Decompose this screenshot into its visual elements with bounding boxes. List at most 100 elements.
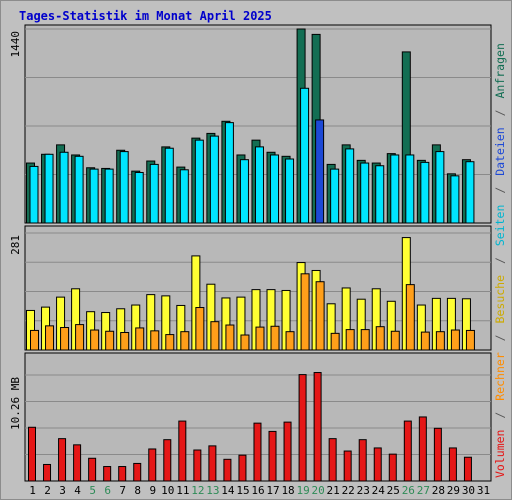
bar-dateien xyxy=(29,165,39,224)
bar-dateien xyxy=(164,147,174,224)
bar-volumen xyxy=(388,453,397,482)
bar-dateien xyxy=(345,148,355,224)
bar-volumen xyxy=(238,454,247,482)
x-tick-label: 24 xyxy=(372,484,386,497)
legend-anfragen: Anfragen xyxy=(493,43,507,98)
bar-rechner xyxy=(285,331,295,351)
bar-dateien xyxy=(239,159,249,224)
bar-volumen xyxy=(448,447,457,482)
x-tick-label: 4 xyxy=(74,484,81,497)
x-tick-label: 6 xyxy=(104,484,111,497)
bar-dateien xyxy=(119,151,129,224)
bar-rechner xyxy=(390,330,400,351)
bar-rechner xyxy=(150,330,160,351)
bar-dateien xyxy=(285,158,295,224)
x-tick-label: 31 xyxy=(477,484,490,497)
bar-volumen xyxy=(163,439,172,482)
bar-rechner xyxy=(165,334,175,351)
bar-volumen xyxy=(298,374,307,482)
x-tick-label: 19 xyxy=(296,484,309,497)
bar-rechner xyxy=(435,331,445,351)
x-tick-label: 2 xyxy=(44,484,51,497)
bar-dateien xyxy=(224,122,234,224)
bar-volumen xyxy=(58,438,67,482)
bar-volumen xyxy=(373,447,382,482)
bar-rechner xyxy=(90,329,100,351)
x-tick-label: 28 xyxy=(432,484,445,497)
x-tick-label: 1 xyxy=(29,484,36,497)
bar-volumen xyxy=(463,456,472,482)
bar-volumen xyxy=(73,444,82,482)
bar-volumen xyxy=(88,457,97,482)
bar-rechner xyxy=(60,327,70,351)
bar-rechner xyxy=(375,326,385,351)
x-tick-label: 20 xyxy=(312,484,325,497)
legend-seiten: Seiten xyxy=(493,205,507,247)
bar-dateien xyxy=(450,175,460,224)
bar-volumen xyxy=(223,458,232,482)
bar-dateien xyxy=(194,139,204,224)
bar-dateien xyxy=(435,151,445,224)
legend-sep-2: / xyxy=(493,334,507,341)
bar-dateien xyxy=(74,155,84,224)
bar-dateien xyxy=(420,161,430,224)
bar-volumen xyxy=(43,463,52,482)
bar-rechner xyxy=(225,324,235,351)
bar-dateien xyxy=(149,163,159,224)
y-max-label: 281 xyxy=(9,235,22,255)
x-axis-labels: 1 2 3 4 5 6 7 8 9 10 11 12 13 14 15 16 17 18 19 20 21 22 23 24 2… xyxy=(29,484,490,497)
legend-rechner: Rechner xyxy=(493,352,507,401)
bar-rechner xyxy=(120,332,130,351)
bar-rechner xyxy=(30,329,39,351)
bar-dateien xyxy=(375,165,385,224)
x-tick-label: 27 xyxy=(417,484,430,497)
y-max-label: 1440 xyxy=(9,31,22,58)
bar-dateien xyxy=(315,119,325,224)
x-tick-label: 9 xyxy=(149,484,156,497)
bar-dateien xyxy=(89,168,99,224)
bar-dateien xyxy=(330,168,340,224)
bar-volumen xyxy=(193,449,202,482)
bar-dateien xyxy=(254,146,264,224)
bar-rechner xyxy=(450,329,460,351)
x-tick-label: 16 xyxy=(251,484,264,497)
bar-rechner xyxy=(255,326,265,351)
bar-dateien xyxy=(179,169,189,224)
x-tick-label: 17 xyxy=(266,484,279,497)
legend: Volumen / Rechner / Besuche / Seiten / D… xyxy=(493,43,507,478)
x-tick-label: 25 xyxy=(387,484,400,497)
bar-volumen xyxy=(253,422,262,482)
bar-volumen xyxy=(133,462,142,482)
bar-dateien xyxy=(44,153,54,224)
legend-besuche: Besuche xyxy=(493,275,507,324)
bar-rechner xyxy=(405,284,415,351)
bar-rechner xyxy=(420,331,430,351)
bar-rechner xyxy=(345,329,355,351)
bar-rechner xyxy=(360,329,370,351)
x-tick-label: 22 xyxy=(342,484,355,497)
bar-volumen xyxy=(343,450,352,482)
bar-dateien xyxy=(209,135,219,224)
x-tick-label: 3 xyxy=(59,484,66,497)
bar-volumen xyxy=(403,420,412,482)
plot-panel xyxy=(24,352,492,482)
x-tick-label: 30 xyxy=(462,484,475,497)
chart-title: Tages-Statistik im Monat April 2025 xyxy=(19,9,272,23)
x-tick-label: 13 xyxy=(206,484,219,497)
bar-dateien xyxy=(134,171,144,224)
bar-volumen xyxy=(208,445,217,482)
x-tick-label: 23 xyxy=(357,484,370,497)
x-tick-label: 12 xyxy=(191,484,204,497)
bar-rechner xyxy=(300,273,310,351)
bar-volumen xyxy=(313,372,322,482)
legend-sep-5: / xyxy=(493,109,507,116)
bar-rechner xyxy=(45,325,55,351)
bar-dateien xyxy=(360,162,370,224)
bar-rechner xyxy=(105,330,115,351)
legend-dateien: Dateien xyxy=(493,127,507,175)
bar-rechner xyxy=(315,281,325,351)
plot-panels xyxy=(24,24,492,482)
bar-rechner xyxy=(75,324,85,351)
x-tick-label: 11 xyxy=(176,484,189,497)
